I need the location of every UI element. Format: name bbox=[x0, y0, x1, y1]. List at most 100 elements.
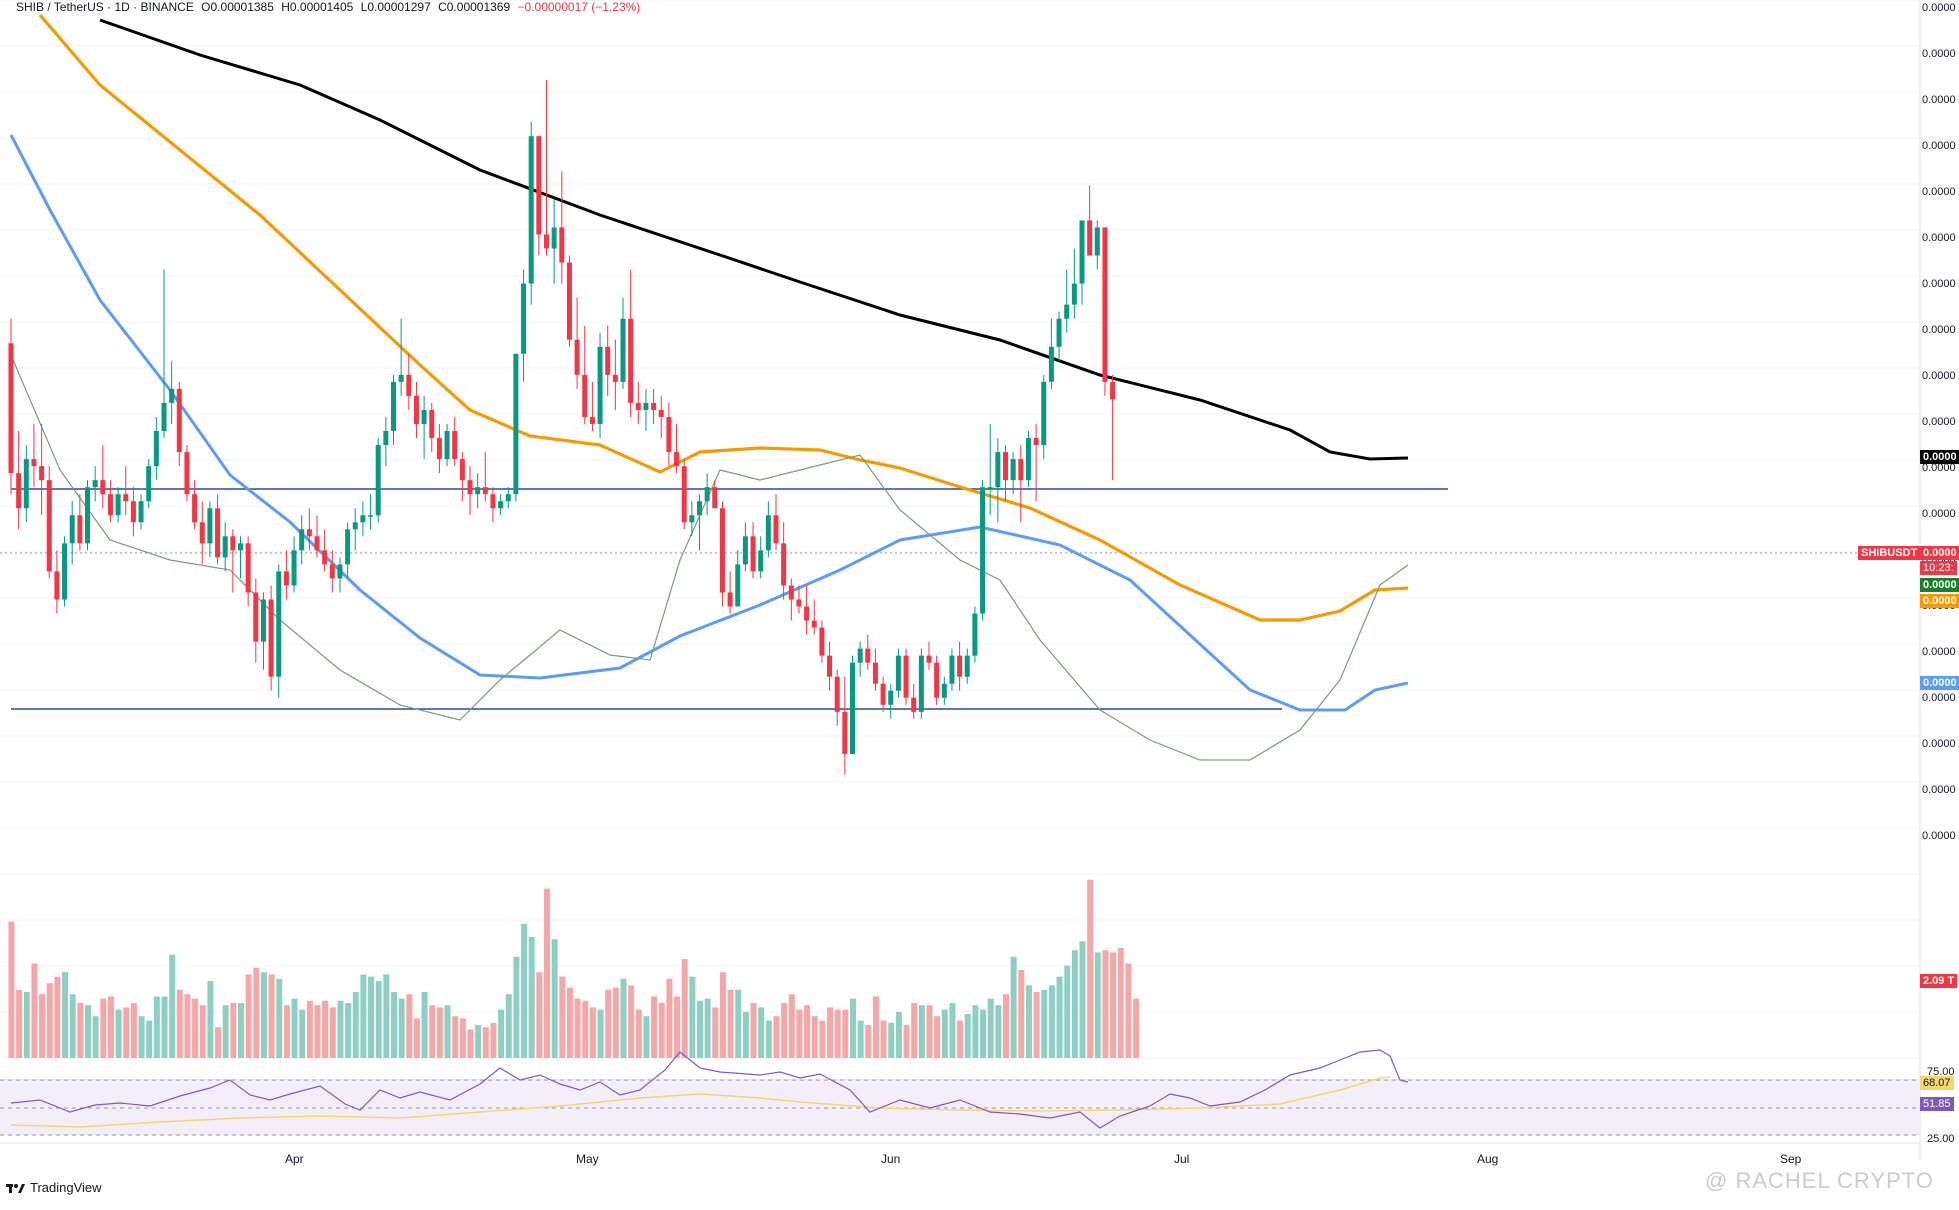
candle-body bbox=[475, 487, 481, 495]
candle-down bbox=[1087, 185, 1093, 256]
volume-bar bbox=[16, 989, 23, 1058]
candle-body bbox=[444, 431, 450, 460]
candle-body bbox=[1041, 381, 1047, 446]
volume-bar bbox=[345, 1003, 352, 1058]
volume-bar bbox=[1125, 963, 1132, 1058]
candle-down bbox=[268, 585, 274, 691]
tradingview-logo[interactable]: TradingView bbox=[6, 1180, 102, 1195]
candle-down bbox=[651, 388, 657, 424]
candle-body bbox=[1064, 304, 1070, 319]
candle-body bbox=[107, 494, 113, 516]
price-axis-label: 0.0000 bbox=[1922, 830, 1956, 842]
candle-body bbox=[651, 402, 657, 410]
candle-down bbox=[788, 578, 794, 621]
candle-body bbox=[161, 402, 167, 432]
volume-bar bbox=[475, 1025, 482, 1058]
candle-up bbox=[620, 297, 626, 389]
volume-bar bbox=[421, 992, 428, 1058]
volume-bar bbox=[207, 981, 214, 1058]
candle-body bbox=[8, 343, 14, 474]
candle-body bbox=[505, 494, 511, 502]
candle-body bbox=[123, 494, 129, 502]
rsi-pane bbox=[0, 1049, 1920, 1136]
low-value: L0.00001297 bbox=[360, 0, 431, 14]
candle-up bbox=[85, 480, 90, 551]
candle-up bbox=[92, 466, 98, 502]
volume-bar bbox=[635, 1009, 642, 1058]
volume-bar bbox=[1041, 989, 1048, 1058]
candle-up bbox=[475, 473, 481, 509]
volume-bar bbox=[1018, 970, 1025, 1058]
candle-body bbox=[176, 388, 182, 453]
candle-down bbox=[490, 487, 496, 523]
volume-bar bbox=[911, 1003, 918, 1058]
volume-bar bbox=[765, 1020, 772, 1058]
volume-bar bbox=[238, 1003, 244, 1058]
ma20-line bbox=[10, 354, 1409, 761]
volume-bar bbox=[436, 1007, 443, 1058]
candle-body bbox=[712, 487, 718, 509]
price-axis-label: 0.0000 bbox=[1922, 186, 1956, 198]
volume-bar bbox=[184, 994, 191, 1058]
volume-bar bbox=[834, 1009, 841, 1058]
volume-bar bbox=[544, 888, 550, 1058]
candle-body bbox=[54, 571, 60, 600]
volume-badge: 2.09 T bbox=[1920, 974, 1958, 988]
volume-bar bbox=[995, 1005, 1002, 1058]
symbol-title[interactable]: SHIB / TetherUS · 1D · BINANCE bbox=[16, 0, 194, 14]
volume-bar bbox=[260, 972, 267, 1058]
candle-body bbox=[635, 402, 641, 410]
volume-bar bbox=[1033, 992, 1040, 1058]
candle-body bbox=[459, 459, 465, 481]
volume-bar bbox=[521, 923, 528, 1058]
price-axis-label: 0.0000 bbox=[1922, 2, 1956, 14]
price-axis-label: 0.0000 bbox=[1922, 48, 1956, 60]
volume-bar bbox=[628, 985, 635, 1058]
candle-down bbox=[612, 339, 618, 410]
ma50-badge: 0.0000 bbox=[1920, 676, 1959, 690]
candle-body bbox=[130, 501, 136, 523]
volume-bar bbox=[138, 1016, 145, 1058]
candle-body bbox=[238, 543, 243, 551]
ma100-badge: 0.0000 bbox=[1920, 594, 1959, 608]
candle-body bbox=[941, 683, 947, 698]
candle-body bbox=[85, 487, 90, 544]
candle-body bbox=[222, 536, 228, 558]
candle-up bbox=[153, 416, 159, 481]
candle-body bbox=[980, 487, 986, 614]
candle-body bbox=[880, 683, 886, 705]
candle-body bbox=[46, 480, 52, 572]
candle-body bbox=[528, 136, 534, 284]
candle-down bbox=[123, 466, 129, 516]
candle-body bbox=[498, 501, 504, 509]
volume-bar bbox=[582, 1000, 589, 1058]
candle-body bbox=[804, 606, 810, 621]
volume-bar bbox=[314, 1005, 321, 1058]
candle-body bbox=[895, 655, 901, 691]
volume-bar bbox=[268, 974, 275, 1058]
volume-bar bbox=[245, 974, 252, 1058]
candle-body bbox=[23, 459, 29, 509]
candle-body bbox=[788, 585, 794, 600]
candle-down bbox=[467, 466, 473, 516]
volume-bar bbox=[903, 1025, 910, 1058]
candle-down bbox=[8, 318, 14, 495]
volume-bar bbox=[406, 994, 413, 1058]
volume-bar bbox=[773, 1016, 780, 1058]
volume-bar bbox=[46, 983, 53, 1058]
candle-body bbox=[934, 662, 940, 698]
candle-down bbox=[406, 353, 412, 410]
volume-bar bbox=[758, 1007, 765, 1058]
candle-body bbox=[100, 480, 106, 495]
candle-down bbox=[322, 529, 328, 572]
candle-body bbox=[306, 529, 312, 537]
candle-body bbox=[31, 459, 37, 467]
volume-bar bbox=[8, 921, 15, 1058]
candle-down bbox=[589, 381, 595, 432]
candle-body bbox=[421, 409, 427, 424]
candle-down bbox=[1033, 423, 1039, 502]
candle-up bbox=[995, 438, 1001, 523]
volume-bar bbox=[337, 1000, 344, 1058]
candle-body bbox=[597, 346, 603, 424]
